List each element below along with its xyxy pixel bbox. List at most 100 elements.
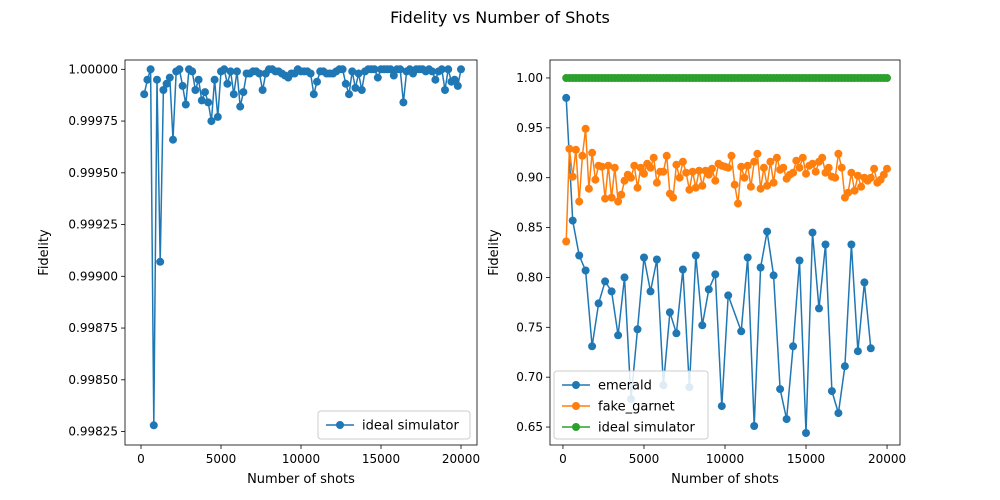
data-point-fake-garnet <box>850 186 859 195</box>
data-point-fake-garnet <box>734 199 742 208</box>
legend-box <box>317 410 471 440</box>
legend-marker-ideal-simulator <box>572 423 580 431</box>
data-point-ideal-simulator <box>204 98 213 107</box>
x-axis-label: Number of shots <box>247 472 355 487</box>
data-point-ideal-simulator <box>258 86 267 94</box>
y-tick-label: 0.75 <box>516 320 543 334</box>
x-tick-label: 20000 <box>868 452 906 466</box>
legend-label-fake-garnet: fake_garnet <box>598 400 675 415</box>
data-point-fake-garnet <box>627 173 635 182</box>
data-point-fake-garnet <box>772 153 781 162</box>
data-point-fake-garnet <box>562 237 571 246</box>
data-point-emerald <box>815 304 823 313</box>
data-point-fake-garnet <box>695 166 704 175</box>
data-point-fake-garnet <box>669 193 678 202</box>
data-point-fake-garnet <box>727 151 736 160</box>
data-point-emerald <box>743 253 752 262</box>
data-point-fake-garnet <box>756 184 765 193</box>
y-tick-label: 0.65 <box>516 420 543 434</box>
data-point-ideal-simulator <box>194 75 203 84</box>
legend-label-ideal-simulator: ideal simulator <box>362 419 459 434</box>
data-point-fake-garnet <box>766 157 775 166</box>
data-point-ideal-simulator <box>309 90 318 99</box>
data-point-ideal-simulator <box>165 73 174 82</box>
legend-label-emerald: emerald <box>598 379 652 394</box>
data-point-emerald <box>646 287 655 296</box>
data-point-ideal-simulator <box>428 67 437 76</box>
data-point-emerald <box>866 344 875 353</box>
x-tick-label: 15000 <box>362 452 400 466</box>
data-point-ideal-simulator <box>255 69 264 78</box>
data-point-fake-garnet <box>704 170 713 179</box>
data-point-ideal-simulator <box>396 65 405 74</box>
data-point-fake-garnet <box>802 169 810 178</box>
legend: ideal simulator <box>317 410 471 440</box>
data-point-emerald <box>860 278 869 287</box>
data-point-ideal-simulator <box>386 65 395 74</box>
data-point-fake-garnet <box>678 157 687 166</box>
data-point-fake-garnet <box>853 171 862 180</box>
data-point-ideal-simulator <box>236 102 245 111</box>
x-tick-label: 5000 <box>629 452 660 466</box>
data-point-ideal-simulator <box>149 421 158 430</box>
data-point-fake-garnet <box>844 188 853 197</box>
data-point-ideal-simulator <box>146 65 155 74</box>
data-point-ideal-simulator <box>441 86 449 94</box>
data-point-ideal-simulator <box>188 67 197 76</box>
data-point-fake-garnet <box>575 197 584 206</box>
y-tick-label: 0.99900 <box>68 269 118 283</box>
data-point-ideal-simulator <box>207 117 216 126</box>
y-tick-label: 1.00000 <box>68 62 118 76</box>
data-point-fake-garnet <box>837 163 846 172</box>
data-point-fake-garnet <box>730 180 739 189</box>
x-tick-label: 0 <box>559 452 567 466</box>
data-point-fake-garnet <box>824 163 833 172</box>
legend-marker-fake-garnet <box>572 402 580 410</box>
data-point-fake-garnet <box>688 167 697 176</box>
data-point-fake-garnet <box>879 170 888 179</box>
legend-label-ideal-simulator: ideal simulator <box>598 421 695 436</box>
data-point-ideal-simulator <box>450 75 459 84</box>
legend-marker-emerald <box>572 381 580 389</box>
data-point-fake-garnet <box>581 124 590 133</box>
data-point-emerald <box>704 285 713 294</box>
data-point-emerald <box>698 321 707 330</box>
data-point-emerald <box>802 429 810 437</box>
data-point-emerald <box>581 266 590 275</box>
data-point-fake-garnet <box>769 178 778 187</box>
data-point-emerald <box>633 325 642 334</box>
data-point-emerald <box>575 251 584 260</box>
x-axis-label: Number of shots <box>671 472 779 487</box>
y-tick-label: 0.95 <box>516 121 543 135</box>
data-point-fake-garnet <box>675 173 684 182</box>
x-tick-label: 0 <box>137 452 145 466</box>
data-point-fake-garnet <box>610 163 619 172</box>
data-point-ideal-simulator <box>437 65 446 74</box>
data-point-fake-garnet <box>597 162 606 171</box>
left-plot: 0 5000 10000 15000 20000 0.99825 0.99850 0.9987… <box>37 59 480 487</box>
data-point-ideal-simulator <box>431 75 440 84</box>
data-point-fake-garnet <box>652 178 661 187</box>
data-point-fake-garnet <box>682 168 691 177</box>
data-point-emerald <box>607 287 616 296</box>
data-point-emerald <box>737 327 746 336</box>
data-point-emerald <box>821 240 830 249</box>
data-point-emerald <box>652 255 661 264</box>
data-point-fake-garnet <box>565 144 574 153</box>
data-point-fake-garnet <box>883 164 891 173</box>
data-point-fake-garnet <box>737 162 746 171</box>
data-point-fake-garnet <box>584 184 593 193</box>
data-point-ideal-simulator <box>169 135 177 144</box>
data-point-ideal-simulator <box>197 96 206 105</box>
y-tick-label: 0.99950 <box>68 166 118 180</box>
data-point-ideal-simulator <box>233 67 241 76</box>
data-point-fake-garnet <box>834 149 843 158</box>
data-point-ideal-simulator <box>159 86 168 94</box>
data-point-emerald <box>594 299 603 308</box>
data-point-emerald <box>678 265 687 274</box>
plot-area <box>125 60 477 445</box>
data-point-emerald <box>724 291 733 300</box>
data-point-fake-garnet <box>789 168 798 177</box>
y-tick-label: 0.99850 <box>68 373 118 387</box>
